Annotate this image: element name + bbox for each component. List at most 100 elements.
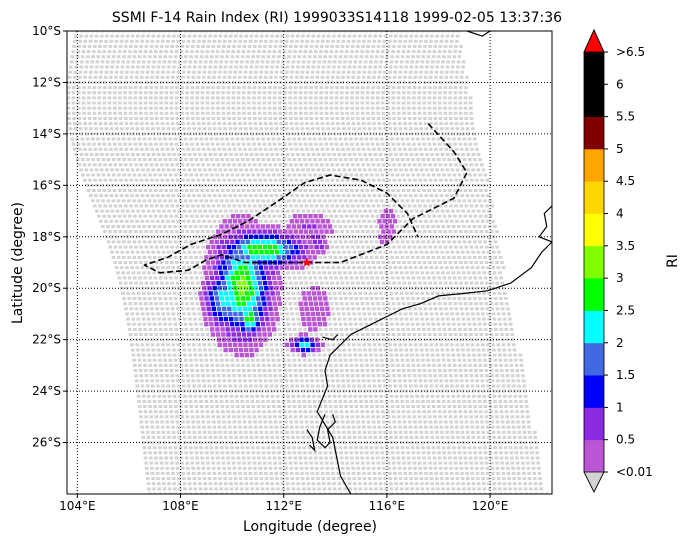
swath-pixel	[378, 168, 383, 172]
swath-pixel	[237, 80, 242, 84]
swath-pixel	[217, 219, 222, 223]
swath-pixel	[239, 209, 244, 213]
swath-pixel	[248, 379, 252, 383]
swath-pixel	[419, 348, 424, 352]
swath-pixel	[355, 50, 359, 54]
swath-pixel	[200, 106, 205, 110]
swath-pixel	[180, 111, 184, 115]
swath-pixel	[507, 389, 512, 393]
swath-pixel	[137, 158, 142, 162]
swath-pixel	[335, 333, 339, 336]
swath-pixel	[207, 127, 212, 131]
swath-pixel	[279, 70, 284, 74]
swath-pixel	[167, 153, 171, 156]
swath-pixel	[367, 39, 371, 43]
swath-pixel	[412, 106, 416, 110]
swath-pixel	[512, 348, 517, 352]
swath-pixel	[417, 333, 422, 336]
swath-pixel	[358, 60, 363, 64]
swath-pixel	[413, 80, 417, 84]
swath-pixel	[294, 44, 298, 48]
swath-pixel	[180, 204, 185, 208]
swath-pixel	[293, 86, 298, 90]
swath-pixel	[204, 225, 208, 228]
swath-pixel	[436, 271, 440, 275]
swath-pixel	[446, 225, 451, 228]
swath-pixel	[408, 39, 413, 43]
swath-pixel	[192, 235, 197, 239]
swath-pixel	[77, 44, 82, 48]
swath-pixel	[79, 153, 84, 156]
swath-pixel	[80, 60, 84, 64]
swath-pixel	[154, 281, 159, 285]
swath-pixel	[376, 111, 380, 115]
swath-pixel	[357, 127, 362, 131]
swath-pixel	[106, 225, 110, 228]
swath-pixel	[84, 132, 89, 136]
swath-pixel	[269, 379, 273, 383]
swath-pixel	[437, 101, 442, 105]
swath-pixel	[438, 44, 443, 48]
swath-pixel	[471, 168, 475, 172]
swath-pixel	[440, 153, 445, 156]
swath-pixel	[178, 31, 182, 33]
swath-pixel	[391, 369, 396, 372]
swath-pixel	[281, 183, 285, 187]
swath-pixel	[449, 80, 453, 84]
swath-pixel	[185, 281, 190, 285]
swath-pixel	[456, 394, 461, 398]
swath-pixel	[459, 117, 463, 120]
swath-pixel	[345, 374, 350, 378]
swath-pixel	[172, 317, 177, 321]
swath-pixel	[422, 302, 427, 306]
swath-pixel	[244, 209, 249, 213]
swath-pixel	[268, 338, 273, 342]
swath-pixel	[113, 86, 117, 90]
swath-pixel	[201, 245, 205, 249]
swath-pixel	[331, 286, 336, 290]
swath-pixel	[395, 255, 400, 259]
swath-pixel	[463, 96, 468, 100]
swath-pixel	[365, 369, 370, 372]
swath-pixel	[479, 302, 483, 306]
swath-pixel	[357, 312, 362, 316]
swath-pixel	[423, 147, 428, 151]
swath-pixel	[213, 348, 218, 352]
swath-pixel	[167, 209, 171, 213]
swath-pixel	[231, 106, 236, 110]
swath-pixel	[106, 31, 110, 33]
swath-pixel	[117, 50, 122, 54]
swath-pixel	[261, 55, 266, 59]
swath-pixel	[326, 34, 331, 38]
swath-pixel	[156, 235, 160, 239]
swath-pixel	[142, 225, 146, 228]
swath-pixel	[450, 389, 455, 393]
swath-pixel	[134, 204, 138, 208]
swath-pixel	[346, 194, 351, 198]
swath-pixel	[384, 353, 388, 357]
swath-pixel	[373, 250, 377, 254]
swath-pixel	[79, 34, 83, 38]
swath-pixel	[293, 369, 298, 372]
swath-pixel	[186, 122, 191, 126]
swath-pixel	[176, 219, 181, 223]
swath-pixel	[264, 127, 269, 131]
swath-pixel	[138, 96, 143, 100]
swath-pixel	[192, 70, 196, 74]
swath-pixel	[386, 111, 391, 115]
swath-pixel	[278, 101, 282, 105]
swath-pixel	[336, 70, 341, 74]
swath-pixel	[436, 255, 441, 259]
swath-pixel	[247, 204, 252, 208]
swath-pixel	[338, 322, 343, 326]
swath-pixel	[470, 379, 474, 383]
swath-pixel	[387, 122, 392, 126]
swath-pixel	[364, 199, 369, 203]
swath-pixel	[123, 44, 128, 48]
swath-pixel	[167, 291, 172, 295]
swath-pixel	[446, 291, 450, 295]
swath-pixel	[160, 307, 164, 311]
swath-pixel	[307, 137, 312, 141]
swath-pixel	[154, 111, 159, 115]
swath-pixel	[455, 70, 459, 74]
